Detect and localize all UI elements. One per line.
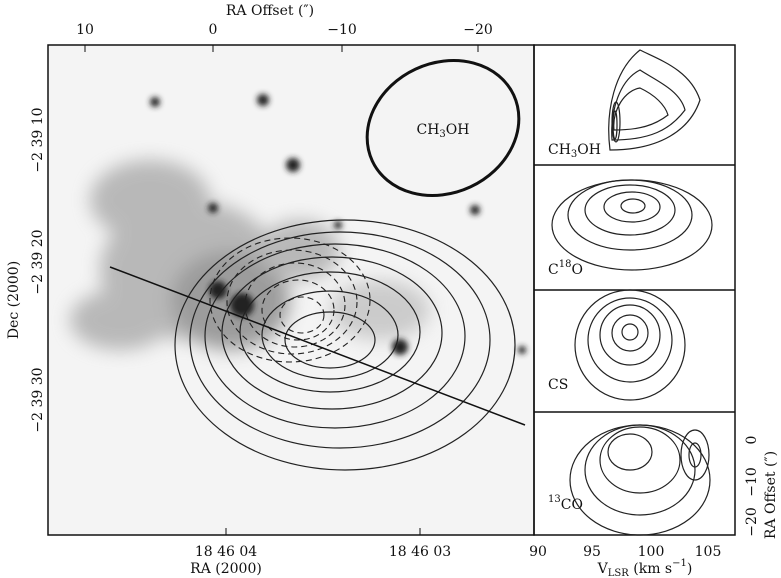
bottom-tick-label: 18 46 04 (195, 544, 257, 560)
top-tick-label: −20 (463, 22, 493, 38)
text-part: LSR (608, 568, 629, 578)
text-part: ) (687, 561, 692, 577)
spectral-tick-label: 90 (529, 544, 547, 560)
offset-tick-label: 0 (744, 436, 760, 445)
panel-label: 13CO (548, 494, 583, 514)
text-part: OH (446, 122, 470, 138)
spectra-panels (534, 45, 735, 535)
panel-label: C18O (548, 259, 583, 279)
text-part: CH (417, 122, 440, 138)
text-part: 13 (548, 494, 561, 505)
left-axis-label: Dec (2000) (6, 261, 22, 339)
left-tick-label: −2 39 20 (30, 229, 46, 294)
spectral-tick-label: 105 (695, 544, 722, 560)
top-tick-label: 10 (76, 22, 94, 38)
spectral-tick-label: 95 (583, 544, 601, 560)
text-part: OH (577, 142, 601, 158)
text-part: CS (548, 377, 568, 393)
figure: CH3OH 100−10− (0, 0, 781, 578)
gray-image (48, 36, 541, 535)
offset-tick-label: −10 (744, 467, 760, 497)
panel-label: CH3OH (548, 142, 601, 160)
text-part: CH (548, 142, 571, 158)
top-tick-label: −10 (327, 22, 357, 38)
text-part: −1 (672, 558, 687, 569)
spectral-axis-label: VLSR (km s−1) (597, 558, 693, 578)
offset-tick-label: −20 (744, 507, 760, 537)
left-tick-label: −2 39 10 (30, 107, 46, 172)
top-tick-label: 0 (209, 22, 218, 38)
text-part: C (548, 262, 559, 278)
text-part: CO (561, 497, 583, 513)
text-part: 18 (559, 259, 572, 270)
spectral-tick-label: 100 (638, 544, 665, 560)
bottom-tick-label: 18 46 03 (389, 544, 451, 560)
offset-axis-label: RA Offset (″) (763, 451, 779, 539)
text-part: O (571, 262, 582, 278)
top-axis-label: RA Offset (″) (226, 3, 314, 19)
bottom-axis-label: RA (2000) (190, 561, 262, 577)
left-tick-label: −2 39 30 (30, 367, 46, 432)
panel-label: CS (548, 377, 568, 393)
text-part: (km s (629, 561, 672, 577)
